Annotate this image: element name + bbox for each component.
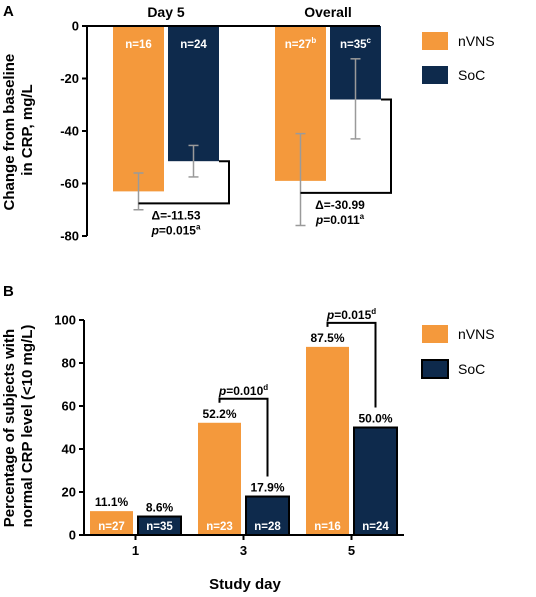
panel-b-x-tick-label: 1 <box>132 543 139 558</box>
legend-label-soc: SoC <box>458 67 485 83</box>
panel-b-chart: n=27 11.1% n=23 52.2% n=16 87.5% n=35 8.6% n=28 1… <box>54 307 494 558</box>
panel-b-tick-label: 20 <box>62 485 76 500</box>
panel-a-y-axis-title: Change from baseline in CRP, mg/L <box>1 50 36 211</box>
panel-b-x-axis-title: Study day <box>209 576 281 593</box>
panel-b-letter: B <box>3 283 14 300</box>
p-value-label-day-5: p=0.015d <box>326 307 376 322</box>
n-label-soc-0: n=35 <box>146 521 173 533</box>
bar-soc-0 <box>168 26 219 162</box>
panel-b-tick-label: 40 <box>62 442 76 457</box>
legend-label-soc: SoC <box>458 361 485 377</box>
panel-b-x-tick-label: 5 <box>348 543 355 558</box>
panel-a-chart: n=16 n=27b n=24 n=35c Day 5 Overall 0 -20 -40 -60… <box>60 4 494 244</box>
n-label-soc-2: n=24 <box>362 521 389 533</box>
delta-label-0: Δ=-11.53 <box>152 208 201 222</box>
n-label-nvns-0: n=16 <box>125 39 152 51</box>
panel-a-tick-label: -40 <box>60 124 79 139</box>
legend-swatch-nvns <box>422 325 448 343</box>
panel-b-tick-label: 100 <box>54 313 76 328</box>
panel-b-x-tick-label: 3 <box>240 543 247 558</box>
n-label-soc-1: n=35c <box>340 36 372 51</box>
panel-b-ylabel-line-1: Percentage of subjects with <box>1 329 18 527</box>
n-label-nvns-0: n=27 <box>98 521 125 533</box>
legend-swatch-soc <box>422 66 448 84</box>
bar-nvns-day-5 <box>306 346 349 535</box>
p-value-label-0: p=0.015a <box>151 222 201 237</box>
panel-b-y-axis-title: Percentage of subjects with normal CRP l… <box>1 325 36 528</box>
value-label-soc-1: 17.9% <box>250 481 284 495</box>
n-label-nvns-1: n=27b <box>285 36 317 51</box>
bar-nvns-day-1 <box>90 511 133 535</box>
n-label-nvns-1: n=23 <box>206 521 233 533</box>
legend-label-nvns: nVNS <box>458 33 495 49</box>
panel-a-letter: A <box>3 3 14 20</box>
bar-soc-day-5 <box>353 426 398 536</box>
value-label-nvns-1: 52.2% <box>202 407 236 421</box>
value-label-soc-2: 50.0% <box>358 412 392 426</box>
panel-a-tick-label: -60 <box>60 176 79 191</box>
bar-nvns-day-3 <box>198 422 241 535</box>
n-label-soc-1: n=28 <box>254 521 281 533</box>
value-label-nvns-0: 11.1% <box>95 495 129 509</box>
panel-a-ylabel-line-2: in CRP, mg/L <box>19 84 36 175</box>
n-label-nvns-2: n=16 <box>314 521 341 533</box>
panel-b-tick-label: 0 <box>69 528 76 543</box>
p-value-label-day-3: p=0.010d <box>218 383 268 398</box>
comparison-bracket-day-3 <box>218 397 269 477</box>
bar-nvns-0 <box>113 26 164 192</box>
value-label-nvns-2: 87.5% <box>310 331 344 345</box>
comparison-bracket-1 <box>300 98 392 194</box>
comparison-bracket-day-5 <box>326 321 377 408</box>
panel-a-ylabel-line-1: Change from baseline <box>1 54 18 211</box>
legend-label-nvns: nVNS <box>458 326 495 342</box>
panel-b-tick-label: 60 <box>62 399 76 414</box>
panel-a-tick-label: 0 <box>72 19 79 34</box>
panel-b-tick-label: 80 <box>62 356 76 371</box>
comparison-bracket-0 <box>138 160 230 205</box>
n-label-soc-0: n=24 <box>180 39 207 51</box>
delta-label-1: Δ=-30.99 <box>315 198 365 212</box>
value-label-soc-0: 8.6% <box>146 501 174 515</box>
p-value-label-1: p=0.011a <box>315 212 365 227</box>
panel-a-tick-label: -80 <box>60 229 79 244</box>
legend-swatch-soc <box>421 359 449 379</box>
panel-a-tick-label: -20 <box>60 71 79 86</box>
group-label-0: Day 5 <box>147 4 185 20</box>
panel-b-ylabel-line-2: normal CRP level (<10 mg/L) <box>19 325 36 528</box>
group-label-1: Overall <box>304 4 351 20</box>
legend-swatch-nvns <box>422 32 448 50</box>
